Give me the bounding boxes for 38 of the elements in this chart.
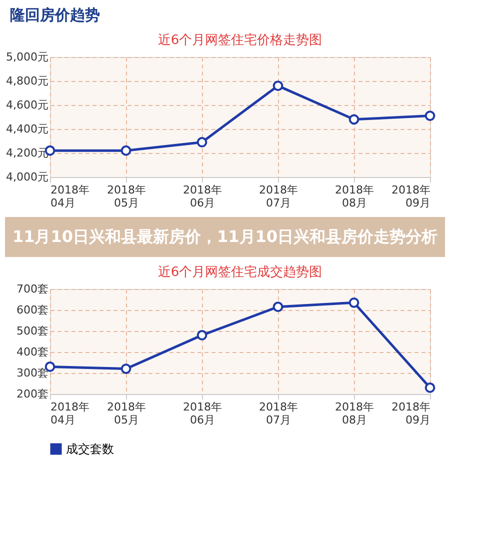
chart-title: 近6个月网签住宅成交趋势图	[158, 264, 322, 280]
x-tick-label: 2018年 06月	[183, 184, 222, 210]
point	[196, 330, 208, 340]
y-tick-label: 5,000元	[6, 50, 48, 64]
x-tick-label: 2018年 08月	[335, 400, 374, 426]
x-tick-label: 2018年 05月	[107, 400, 146, 426]
chart-title: 近6个月网签住宅价格走势图	[158, 32, 322, 48]
point	[196, 137, 208, 148]
x-tick-label: 2018年 04月	[50, 184, 90, 210]
x-tick-label: 2018年 07月	[259, 184, 298, 210]
x-tick-label: 2018年 08月	[335, 184, 374, 210]
y-tick-label: 4,400元	[6, 122, 48, 136]
y-tick-label: 4,800元	[6, 74, 48, 88]
point	[120, 364, 132, 374]
point	[120, 145, 132, 156]
point	[272, 302, 284, 312]
y-tick-label: 400套	[16, 346, 48, 358]
x-tick-label: 2018年 05月	[107, 184, 146, 210]
x-tick-label: 2018年 09月	[392, 400, 430, 426]
text: 11月10日兴和县最新房价，11月10日兴和县房价走势分析	[12, 227, 438, 246]
x-tick-label: 2018年 04月	[50, 400, 90, 426]
point	[272, 80, 284, 91]
y-tick-label: 4,000元	[6, 170, 48, 184]
point	[348, 114, 360, 125]
x-tick-label: 2018年 07月	[259, 400, 298, 426]
point	[424, 382, 436, 393]
y-tick-label: 500套	[16, 324, 48, 338]
y-tick-label: 4,600元	[6, 98, 48, 112]
x-tick-label: 2018年 09月	[392, 184, 430, 210]
x-tick-label: 2018年 06月	[183, 400, 222, 426]
point	[348, 297, 360, 308]
y-tick-label: 200套	[16, 388, 48, 400]
text: 隆回房价趋势	[10, 6, 100, 24]
y-tick-label: 700套	[16, 282, 48, 296]
point	[424, 110, 436, 121]
legend-label: 成交套数	[66, 442, 114, 456]
y-tick-label: 600套	[16, 304, 48, 316]
y-tick-label: 300套	[16, 366, 48, 380]
